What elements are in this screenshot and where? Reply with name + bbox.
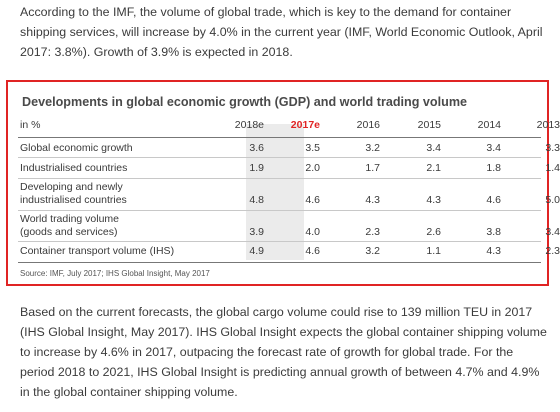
cell: 3.4 [426, 142, 441, 154]
cell: 3.4 [545, 226, 560, 238]
cell: 3.3 [545, 142, 560, 154]
row-label: Developing and newly industrialised coun… [20, 181, 127, 207]
cell: 3.2 [365, 245, 380, 257]
table-bottom-rule [18, 262, 541, 263]
row-divider [18, 178, 541, 179]
row-label-line: Developing and newly [20, 181, 123, 193]
cell: 4.3 [486, 245, 501, 257]
cell: 4.6 [305, 194, 320, 206]
cell: 4.9 [249, 245, 264, 257]
gdp-trade-table: Developments in global economic growth (… [6, 80, 560, 286]
unit-label: in % [20, 119, 41, 131]
column-header: 2014 [477, 119, 501, 131]
cell: 3.5 [305, 142, 320, 154]
cell: 1.9 [249, 162, 264, 174]
cell: 3.4 [486, 142, 501, 154]
cell: 4.6 [486, 194, 501, 206]
cell: 3.8 [486, 226, 501, 238]
cell: 1.8 [486, 162, 501, 174]
row-divider [18, 241, 541, 242]
cell: 1.1 [426, 245, 441, 257]
cell: 3.9 [249, 226, 264, 238]
cell: 1.4 [545, 162, 560, 174]
cell: 4.3 [426, 194, 441, 206]
header-divider [18, 137, 541, 138]
table-title: Developments in global economic growth (… [22, 95, 468, 109]
cell: 2.1 [426, 162, 441, 174]
cell: 2.3 [545, 245, 560, 257]
cell: 4.0 [305, 226, 320, 238]
cell: 5.0 [545, 194, 560, 206]
cell: 2.3 [365, 226, 380, 238]
cell: 3.2 [365, 142, 380, 154]
cell: 4.6 [305, 245, 320, 257]
cell: 4.3 [365, 194, 380, 206]
closing-paragraph: Based on the current forecasts, the glob… [20, 305, 547, 399]
column-header: 2018e [234, 119, 264, 131]
row-label: Global economic growth [20, 142, 133, 154]
row-label: Container transport volume (IHS) [20, 245, 175, 257]
row-label: World trading volume (goods and services… [20, 213, 119, 239]
row-divider [18, 210, 541, 211]
row-label-line: industrialised countries [20, 194, 127, 206]
intro-paragraph: According to the IMF, the volume of glob… [20, 5, 543, 59]
row-label-line: World trading volume [20, 213, 120, 225]
cell: 2.6 [426, 226, 441, 238]
column-header: 2013 [536, 119, 560, 131]
row-divider [18, 157, 541, 158]
cell: 3.6 [249, 142, 264, 154]
table-source: Source: IMF, July 2017; IHS Global Insig… [20, 269, 210, 278]
cell: 2.0 [305, 162, 320, 174]
cell: 1.7 [365, 162, 380, 174]
cell: 4.8 [249, 194, 264, 206]
column-header: 2016 [356, 119, 380, 131]
column-header-highlighted: 2017e [290, 119, 320, 131]
row-label-line: (goods and services) [20, 226, 118, 238]
highlight-column-2017e [246, 124, 304, 260]
column-header: 2015 [417, 119, 441, 131]
row-label: Industrialised countries [20, 162, 128, 174]
